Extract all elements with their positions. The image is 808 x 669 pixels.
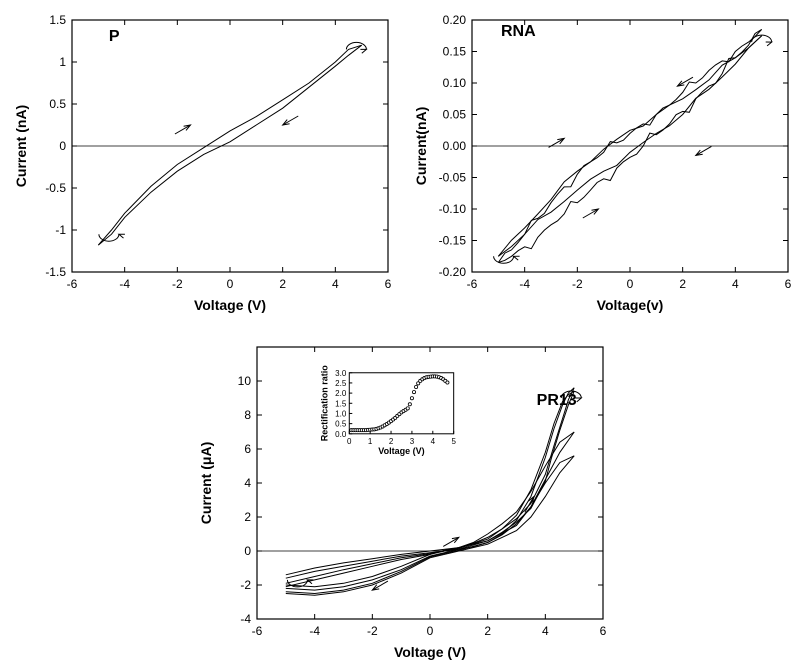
svg-text:-2: -2	[240, 578, 251, 592]
svg-text:0.5: 0.5	[335, 420, 347, 429]
svg-text:-1: -1	[55, 223, 66, 237]
svg-text:2: 2	[244, 510, 251, 524]
svg-text:-0.5: -0.5	[45, 181, 66, 195]
svg-text:4: 4	[244, 476, 251, 490]
svg-text:6: 6	[385, 277, 392, 291]
svg-text:-0.05: -0.05	[439, 171, 467, 185]
panel-label: RNA	[501, 23, 536, 40]
svg-text:-4: -4	[240, 612, 251, 626]
svg-text:3.0: 3.0	[335, 369, 347, 378]
svg-text:-2: -2	[367, 624, 378, 638]
y-axis-label: Current (μA)	[198, 442, 214, 524]
svg-text:6: 6	[600, 624, 607, 638]
panel-p-svg: -6 -4 -2 0 2 4 6 -1.5 -1 -0.5 0 0.5 1 1.5 Voltage (V) C…	[10, 8, 400, 318]
svg-text:0.05: 0.05	[443, 108, 467, 122]
svg-text:0.15: 0.15	[443, 45, 467, 59]
svg-text:-0.20: -0.20	[439, 265, 467, 279]
panel-p: -6 -4 -2 0 2 4 6 -1.5 -1 -0.5 0 0.5 1 1.5 Voltage (V) C…	[10, 8, 400, 318]
svg-text:0.20: 0.20	[443, 13, 467, 27]
svg-text:0: 0	[627, 277, 634, 291]
svg-text:-2: -2	[572, 277, 583, 291]
svg-text:-0.15: -0.15	[439, 234, 467, 248]
svg-text:0: 0	[427, 624, 434, 638]
panel-rna-svg: -6 -4 -2 0 2 4 6 -0.20 -0.15 -0.10 -0.05 0.00 0.05 0.…	[410, 8, 800, 318]
svg-text:8: 8	[244, 408, 251, 422]
svg-text:-4: -4	[309, 624, 320, 638]
x-axis-label: Voltage(v)	[597, 297, 664, 313]
svg-text:6: 6	[785, 277, 792, 291]
svg-text:-2: -2	[172, 277, 183, 291]
svg-text:1: 1	[59, 55, 66, 69]
svg-text:10: 10	[238, 374, 252, 388]
svg-text:-4: -4	[119, 277, 130, 291]
panel-pr13-svg: -6-4-20246-4-20246810Voltage (V)Current …	[195, 335, 615, 665]
svg-text:1.0: 1.0	[335, 409, 347, 418]
svg-text:2: 2	[679, 277, 686, 291]
svg-text:0: 0	[227, 277, 234, 291]
svg-text:-4: -4	[519, 277, 530, 291]
svg-text:1.5: 1.5	[49, 13, 66, 27]
curve-reverse	[98, 45, 361, 245]
svg-text:2.5: 2.5	[335, 379, 347, 388]
curve-forward	[98, 45, 361, 245]
svg-text:5: 5	[451, 437, 456, 446]
svg-text:6: 6	[244, 442, 251, 456]
svg-text:2: 2	[389, 437, 394, 446]
panel-label: P	[109, 28, 120, 45]
svg-text:4: 4	[332, 277, 339, 291]
svg-text:Rectification ratio: Rectification ratio	[319, 365, 329, 442]
svg-text:0: 0	[244, 544, 251, 558]
svg-text:-6: -6	[467, 277, 478, 291]
svg-text:2: 2	[279, 277, 286, 291]
svg-text:4: 4	[542, 624, 549, 638]
panel-rna: -6 -4 -2 0 2 4 6 -0.20 -0.15 -0.10 -0.05 0.00 0.05 0.…	[410, 8, 800, 318]
x-axis-label: Voltage (V)	[394, 644, 466, 660]
figure-container: -6-4-20246-1.5-1-0.500.511.5Voltage (V)C…	[0, 0, 808, 669]
svg-text:-6: -6	[252, 624, 263, 638]
svg-text:2: 2	[484, 624, 491, 638]
svg-text:0.00: 0.00	[443, 139, 467, 153]
svg-text:3: 3	[410, 437, 415, 446]
svg-text:-1.5: -1.5	[45, 265, 66, 279]
curve-c4r	[286, 456, 574, 595]
svg-text:-0.10: -0.10	[439, 202, 467, 216]
svg-text:0.5: 0.5	[49, 97, 66, 111]
svg-text:1: 1	[368, 437, 373, 446]
svg-text:2.0: 2.0	[335, 389, 347, 398]
svg-text:-6: -6	[67, 277, 78, 291]
y-axis-label: Current (nA)	[13, 105, 29, 187]
panel-label: PR13	[537, 392, 577, 409]
svg-text:1.5: 1.5	[335, 399, 347, 408]
svg-text:0.0: 0.0	[335, 430, 347, 439]
svg-text:0: 0	[59, 139, 66, 153]
svg-text:0.10: 0.10	[443, 76, 467, 90]
x-axis-label: Voltage (V)	[194, 297, 266, 313]
panel-pr13: -6-4-20246-4-20246810Voltage (V)Current …	[195, 335, 615, 665]
svg-text:4: 4	[732, 277, 739, 291]
svg-text:0: 0	[347, 437, 352, 446]
svg-text:Voltage (V): Voltage (V)	[378, 446, 424, 456]
svg-text:4: 4	[431, 437, 436, 446]
y-axis-label: Current(nA)	[413, 107, 429, 186]
